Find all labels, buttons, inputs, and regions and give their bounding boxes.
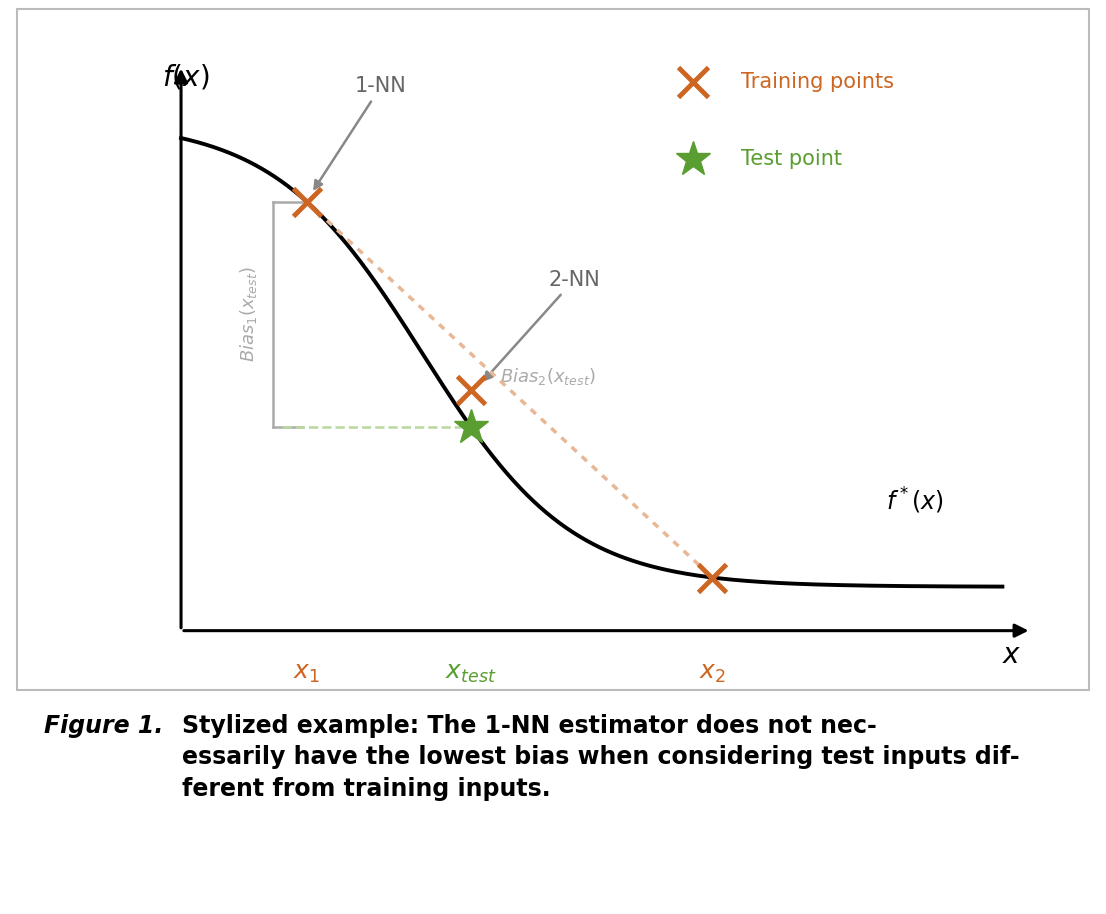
Text: $f^*(x)$: $f^*(x)$ <box>886 485 945 515</box>
Text: Stylized example: The 1-NN estimator does not nec-
essarily have the lowest bias: Stylized example: The 1-NN estimator doe… <box>181 714 1020 801</box>
Text: $x_{test}$: $x_{test}$ <box>445 661 497 685</box>
Text: 2-NN: 2-NN <box>484 270 599 380</box>
Text: $Bias_2(x_{test})$: $Bias_2(x_{test})$ <box>500 366 596 387</box>
Text: 1-NN: 1-NN <box>314 77 407 188</box>
Text: $f(x)$: $f(x)$ <box>161 62 209 91</box>
Text: $x_2$: $x_2$ <box>699 661 726 685</box>
Text: Training points: Training points <box>741 72 895 92</box>
Text: Test point: Test point <box>741 149 843 169</box>
Text: $x$: $x$ <box>1002 642 1022 669</box>
Text: Figure 1.: Figure 1. <box>44 714 164 738</box>
Text: $Bias_1(x_{test})$: $Bias_1(x_{test})$ <box>238 266 259 362</box>
Text: $x_1$: $x_1$ <box>293 661 320 685</box>
